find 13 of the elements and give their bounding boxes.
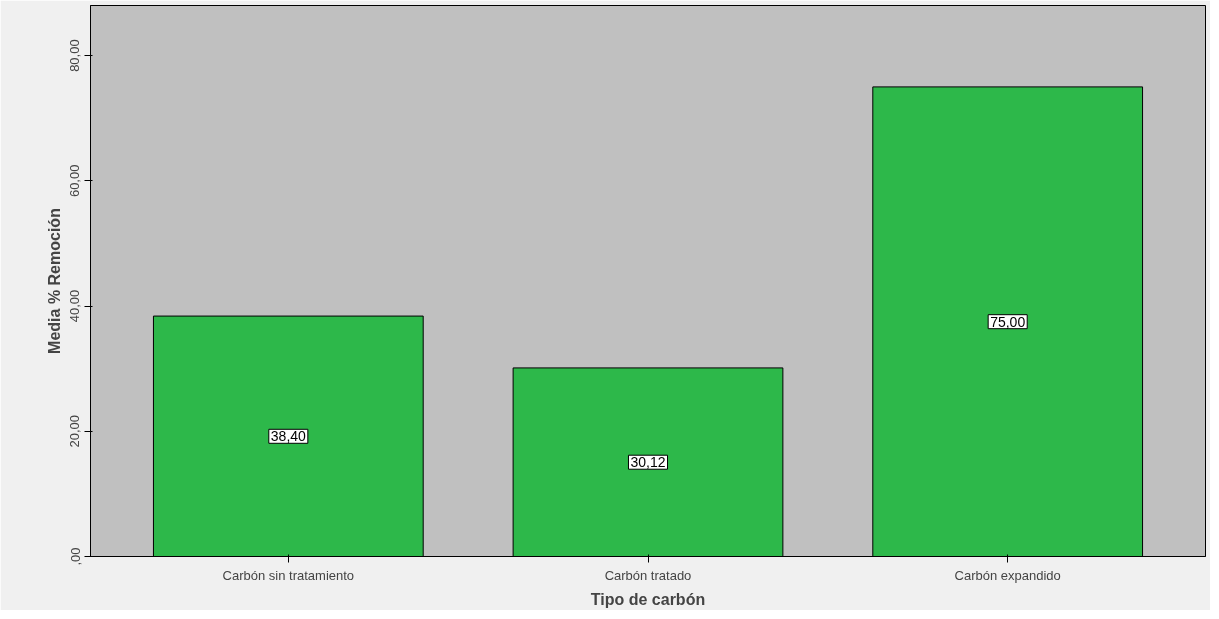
x-axis-title: Tipo de carbón [590,590,706,608]
y-tick-label: 40,00 [67,289,83,323]
x-tick-label: Carbón sin tratamiento [222,567,355,583]
data-label: 30,12 [630,454,666,471]
y-tick-label: ,00 [67,547,83,566]
y-tick-label: 20,00 [67,414,83,448]
x-tick-label: Carbón tratado [604,567,692,583]
data-label: 38,40 [270,428,307,445]
y-tick-label: 60,00 [67,164,83,198]
x-tick-label: Carbón expandido [954,567,1061,583]
y-axis-title: Media % Remoción [45,208,63,354]
data-label: 75,00 [990,313,1026,330]
y-tick-label: 80,00 [67,39,83,72]
